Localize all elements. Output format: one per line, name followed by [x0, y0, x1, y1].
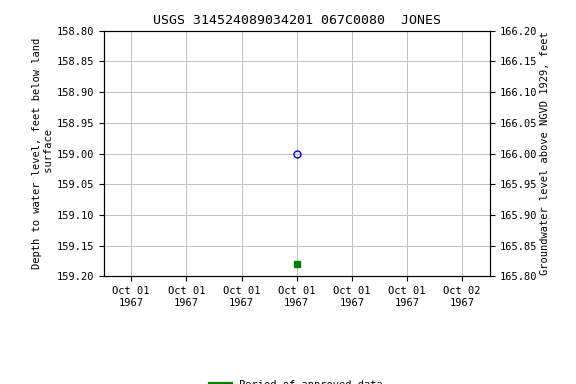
Legend: Period of approved data: Period of approved data [206, 376, 387, 384]
Y-axis label: Groundwater level above NGVD 1929, feet: Groundwater level above NGVD 1929, feet [540, 32, 550, 275]
Y-axis label: Depth to water level, feet below land
 surface: Depth to water level, feet below land su… [32, 38, 54, 269]
Title: USGS 314524089034201 067C0080  JONES: USGS 314524089034201 067C0080 JONES [153, 14, 441, 27]
